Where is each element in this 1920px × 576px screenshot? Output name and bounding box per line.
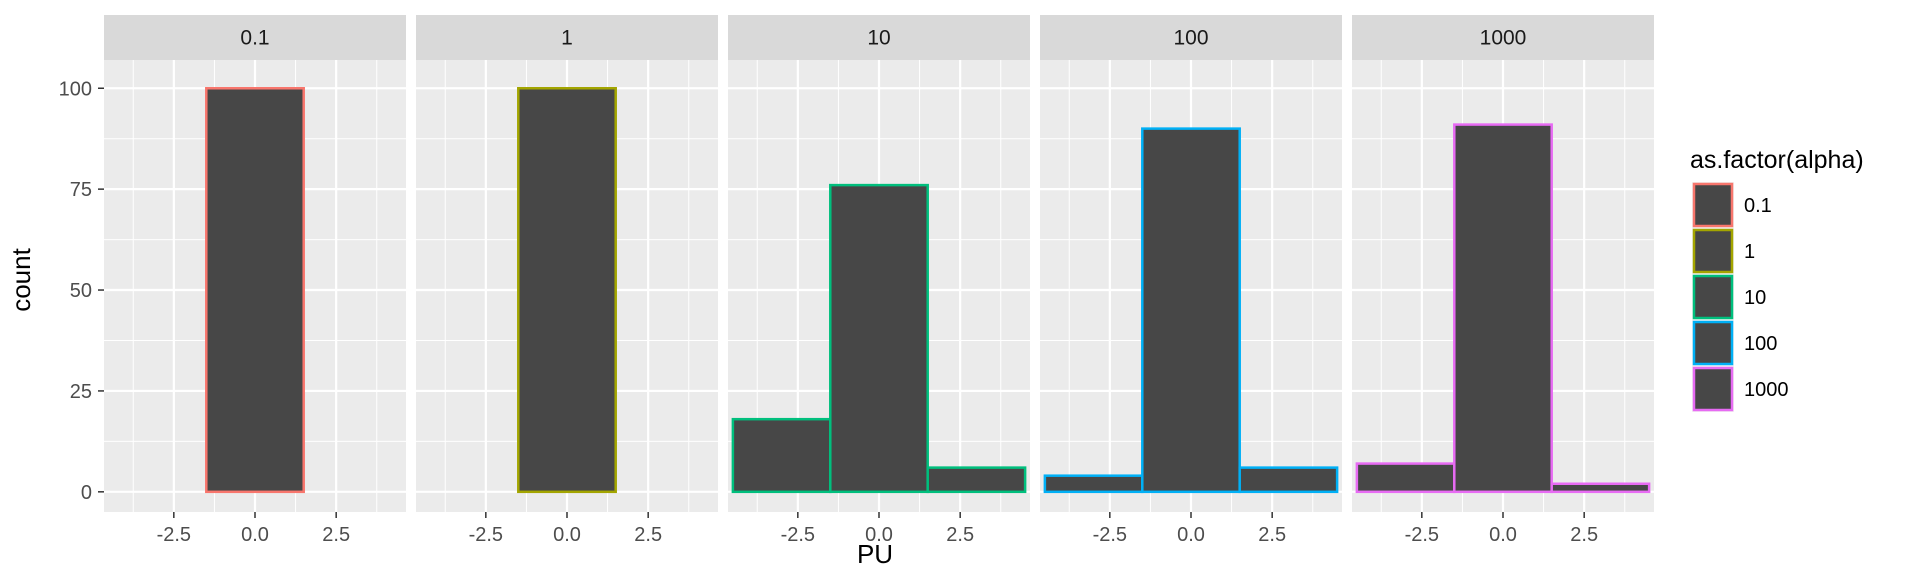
facet-strip-label: 1000 [1480, 27, 1527, 50]
x-tick-label: 2.5 [946, 524, 974, 546]
facet-panel-1: 1 -2.5 0.0 2.5 [416, 15, 718, 546]
y-tick-label: 50 [70, 280, 92, 302]
x-tick-label: 0.0 [1177, 524, 1205, 546]
y-tick-label: 100 [59, 78, 92, 100]
y-tick-label: 75 [70, 179, 92, 201]
bar-0.1-bin-2 [205, 87, 305, 494]
x-tick-label: 0.0 [553, 524, 581, 546]
facet-strip-label: 10 [867, 27, 890, 50]
bar-10-bin-3 [926, 466, 1027, 494]
y-tick-label: 25 [70, 381, 92, 403]
legend-label-10: 10 [1744, 287, 1766, 309]
facet-strip [416, 15, 718, 60]
x-tick-label: 0.0 [1489, 524, 1517, 546]
facet-panel-1000: 1000 -2.5 0.0 2.5 [1352, 15, 1654, 546]
facet-strip [104, 15, 406, 60]
x-tick-label: -2.5 [781, 524, 815, 546]
legend: as.factor(alpha) 0.1 1 10 100 1000 [1690, 146, 1864, 412]
facet-panels: 0.1 -2.5 0.0 2.5 1 -2.5 0.0 2.5 10 -2.5 0.0 2.5 100 -… [104, 15, 1654, 546]
bar-100-bin-3 [1238, 466, 1339, 494]
x-tick-label: -2.5 [469, 524, 503, 546]
legend-key-100 [1692, 320, 1734, 366]
facet-strip [1352, 15, 1654, 60]
x-tick-label: -2.5 [1405, 524, 1439, 546]
facet-strip-label: 100 [1173, 27, 1208, 50]
bar-1000-bin-2 [1453, 123, 1553, 494]
facet-strip [1040, 15, 1342, 60]
y-tick-label: 0 [81, 482, 92, 504]
x-tick-label: 2.5 [322, 524, 350, 546]
y-axis: 0 25 50 75 100 [59, 78, 104, 504]
legend-key-0.1 [1692, 182, 1734, 228]
x-tick-label: 0.0 [241, 524, 269, 546]
x-tick-label: 2.5 [1570, 524, 1598, 546]
facet-panel-0.1: 0.1 -2.5 0.0 2.5 [104, 15, 406, 546]
facet-strip [728, 15, 1030, 60]
legend-key-1000 [1692, 366, 1734, 412]
bar-1-bin-2 [517, 87, 617, 494]
x-axis-title: PU [857, 539, 893, 569]
legend-title: as.factor(alpha) [1690, 146, 1864, 174]
legend-label-100: 100 [1744, 333, 1777, 355]
x-tick-label: 2.5 [1258, 524, 1286, 546]
bar-1000-bin-3 [1550, 482, 1651, 494]
legend-key-1 [1692, 228, 1734, 274]
legend-label-1: 1 [1744, 241, 1755, 263]
bar-10-bin-1 [731, 417, 832, 494]
x-tick-label: 2.5 [634, 524, 662, 546]
bar-1000-bin-1 [1355, 462, 1456, 494]
bar-100-bin-2 [1141, 127, 1241, 494]
bar-10-bin-2 [829, 183, 929, 494]
x-tick-label: -2.5 [1093, 524, 1127, 546]
facet-panel-10: 10 -2.5 0.0 2.5 [728, 15, 1030, 546]
facet-strip-label: 0.1 [240, 27, 269, 50]
facet-panel-100: 100 -2.5 0.0 2.5 [1040, 15, 1342, 546]
x-tick-label: 0.0 [865, 524, 893, 546]
y-axis-title: count [6, 247, 36, 311]
legend-label-1000: 1000 [1744, 379, 1789, 401]
legend-key-10 [1692, 274, 1734, 320]
x-tick-label: -2.5 [157, 524, 191, 546]
bar-100-bin-1 [1043, 474, 1144, 494]
legend-label-0.1: 0.1 [1744, 195, 1772, 217]
facet-strip-label: 1 [561, 27, 573, 50]
